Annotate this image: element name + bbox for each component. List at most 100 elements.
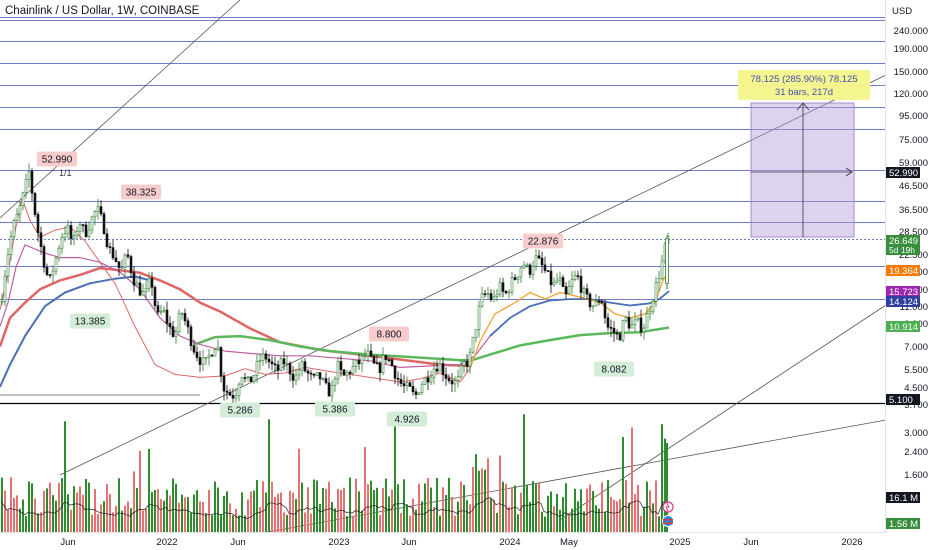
volume-bar	[433, 506, 435, 532]
candle-body	[558, 277, 562, 281]
volume-bar	[364, 447, 366, 532]
candle-body	[189, 326, 193, 347]
price-tick-label: 240.000	[894, 26, 928, 37]
candle-body	[483, 293, 487, 296]
us-flag-icon[interactable]	[662, 515, 674, 527]
measure-tool[interactable]: 78.125 (285.90%) 78.125 31 bars, 217d	[738, 70, 870, 238]
time-tick-label: 2026	[841, 537, 862, 548]
candle-body	[180, 313, 184, 315]
trend-line	[59, 74, 887, 476]
volume-bar	[493, 499, 495, 532]
volume-bar	[16, 495, 18, 532]
candle-body	[486, 293, 490, 295]
candle-body	[90, 216, 94, 231]
candle-body	[48, 274, 52, 276]
volume-bar	[160, 499, 162, 532]
symbol-title[interactable]: Chainlink / US Dollar, 1W, COINBASE	[5, 5, 200, 17]
candle-body	[519, 267, 523, 278]
candle-body	[138, 282, 142, 296]
volume-bar	[658, 516, 660, 532]
candle-body	[267, 358, 271, 363]
volume-bar	[49, 482, 51, 532]
candle-body	[51, 270, 55, 276]
time-axis[interactable]: Jun 2022 Jun 2023 Jun 2024 May 2025 Jun 2026	[60, 537, 862, 548]
volume-bar	[400, 513, 402, 532]
price-annotations: 52.990 38.325 13.385 5.286 5.386 8.800 4.926 22…	[37, 151, 634, 427]
volume-bar	[22, 499, 24, 532]
candle-body	[144, 287, 148, 292]
volume-bar	[145, 508, 147, 532]
candle-body	[333, 378, 337, 386]
candle-body	[72, 235, 76, 239]
candle-body	[84, 224, 88, 237]
candle-body	[342, 369, 346, 376]
candle-body	[21, 192, 25, 206]
price-tag-box	[886, 394, 920, 405]
volume-bar	[349, 477, 351, 532]
volume-bar	[628, 502, 630, 532]
annotation-label: 8.800	[376, 330, 401, 341]
candle-body	[186, 320, 190, 328]
candle-body	[636, 317, 640, 321]
candle-body	[582, 288, 586, 293]
candle-body	[537, 255, 541, 259]
volume-bar	[292, 492, 294, 532]
volume-bar	[226, 491, 228, 532]
volume-bar	[665, 443, 668, 532]
volume-bar	[655, 480, 657, 532]
volume-bar	[148, 448, 150, 532]
candle-body	[96, 206, 100, 212]
candle-body	[243, 377, 247, 379]
candle-body	[261, 353, 265, 362]
candle-body	[33, 192, 37, 215]
time-tick-label: Jun	[401, 537, 416, 548]
volume-bar	[76, 492, 78, 532]
candle-body	[366, 350, 370, 357]
annotation-box	[315, 401, 355, 417]
price-tag-label: 10.914	[889, 322, 918, 333]
volume-bar	[550, 491, 552, 532]
volume-bar	[133, 471, 135, 532]
candle-body	[354, 360, 358, 367]
volume-bar	[67, 494, 69, 532]
annotation-box	[369, 326, 409, 342]
volume-bar	[265, 492, 267, 532]
volume-bar	[46, 488, 48, 532]
candle-body	[450, 380, 454, 385]
candle-body	[132, 272, 136, 286]
volume-bar	[154, 490, 156, 532]
volume-bar	[322, 487, 324, 532]
annotation-label: 8.082	[601, 365, 626, 376]
volume-bar	[412, 498, 414, 532]
volume-bar	[142, 510, 144, 532]
price-tag-box	[886, 235, 920, 255]
volume-bar	[529, 501, 531, 532]
candle-body	[501, 282, 505, 292]
candle-body	[348, 371, 352, 374]
candle-body	[396, 378, 400, 380]
candle-body	[249, 376, 253, 383]
event-icons[interactable]	[662, 501, 674, 527]
candle-body	[69, 225, 73, 239]
annotation-label: 4.926	[394, 415, 419, 426]
candle-body	[603, 302, 607, 319]
candle-body	[126, 254, 130, 257]
volume-bar	[577, 501, 579, 532]
candle-body	[645, 313, 649, 329]
volume-bar	[538, 483, 540, 532]
candle-body	[648, 310, 652, 314]
volume-bar	[517, 514, 519, 532]
candle-body	[234, 395, 238, 399]
candle-body	[588, 293, 592, 308]
volume-bar	[274, 496, 276, 532]
candle-body	[531, 265, 535, 275]
price-tick-label: 190.000	[894, 44, 928, 55]
price-tag-label: 19.364	[889, 266, 918, 277]
volume-bar	[571, 508, 573, 532]
candle-body	[105, 233, 109, 247]
volume-bar	[607, 480, 609, 532]
candle-body	[246, 376, 250, 379]
candle-body	[597, 300, 601, 303]
volume-bar	[373, 490, 375, 532]
